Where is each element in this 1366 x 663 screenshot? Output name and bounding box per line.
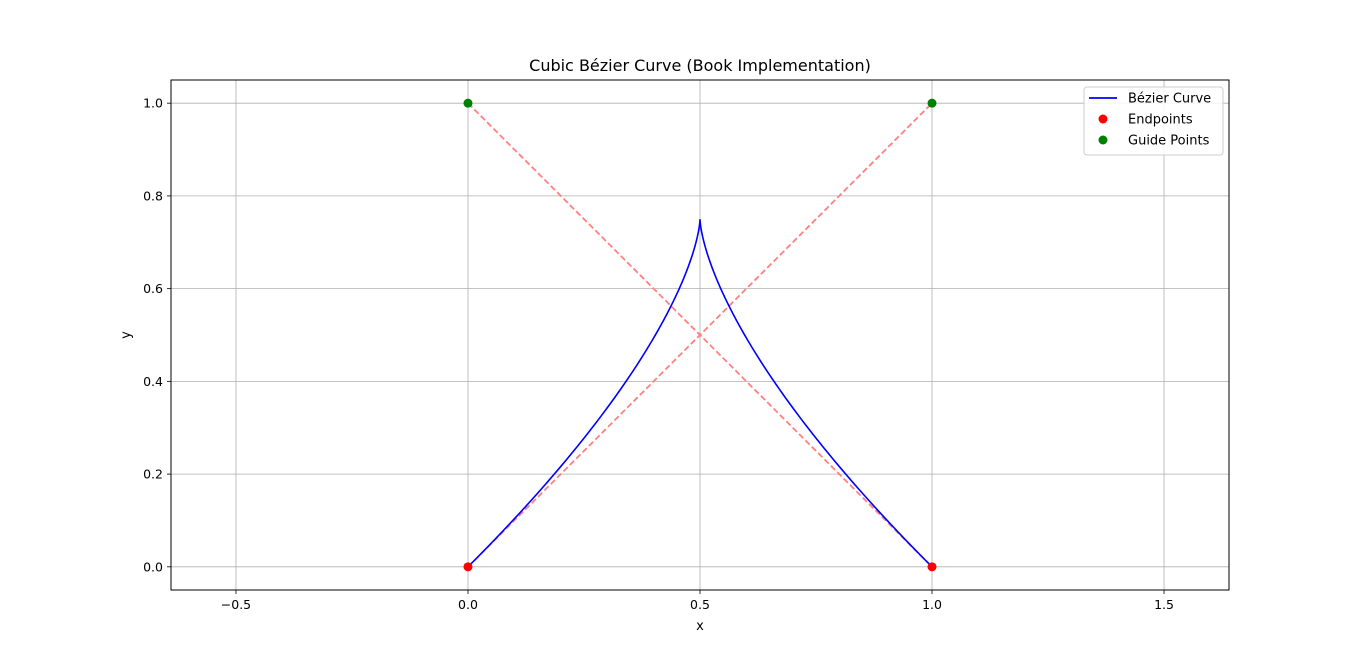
endpoints-marker xyxy=(927,562,937,572)
y-tick-label: 0.2 xyxy=(143,467,163,482)
legend-marker-swatch xyxy=(1098,135,1108,145)
guide-points-marker xyxy=(463,98,473,108)
chart-title: Cubic Bézier Curve (Book Implementation) xyxy=(529,56,871,75)
legend-label: Guide Points xyxy=(1128,134,1210,149)
legend-label: Endpoints xyxy=(1128,113,1193,128)
x-tick-label: 0.0 xyxy=(458,597,478,612)
x-tick-label: 1.5 xyxy=(1154,597,1174,612)
axis-ticks: −0.5 0.0 0.5 1.0 1.5 0.0 0.2 0.4 0.6 0.8 1.0 xyxy=(143,96,1174,612)
series-layer xyxy=(463,98,937,572)
endpoints-marker xyxy=(463,562,473,572)
y-axis-label: y xyxy=(119,331,134,339)
x-tick-label: 0.5 xyxy=(690,597,710,612)
grid-lines xyxy=(171,80,1229,590)
x-axis-label: x xyxy=(696,619,704,634)
legend: Bézier Curve Endpoints Guide Points xyxy=(1083,86,1224,156)
guide-points-marker xyxy=(927,98,937,108)
y-tick-label: 0.0 xyxy=(143,559,163,574)
y-tick-label: 0.6 xyxy=(143,281,163,296)
y-tick-label: 0.4 xyxy=(143,374,163,389)
y-tick-label: 1.0 xyxy=(143,96,163,111)
legend-box xyxy=(1083,86,1224,156)
guide-lines xyxy=(467,102,933,568)
legend-label: Bézier Curve xyxy=(1128,92,1211,107)
x-tick-label: −0.5 xyxy=(221,597,251,612)
x-tick-label: 1.0 xyxy=(922,597,942,612)
guide-line xyxy=(467,102,933,568)
bezier-curve-line xyxy=(467,219,933,568)
y-tick-label: 0.8 xyxy=(143,188,163,203)
legend-marker-swatch xyxy=(1098,114,1108,124)
